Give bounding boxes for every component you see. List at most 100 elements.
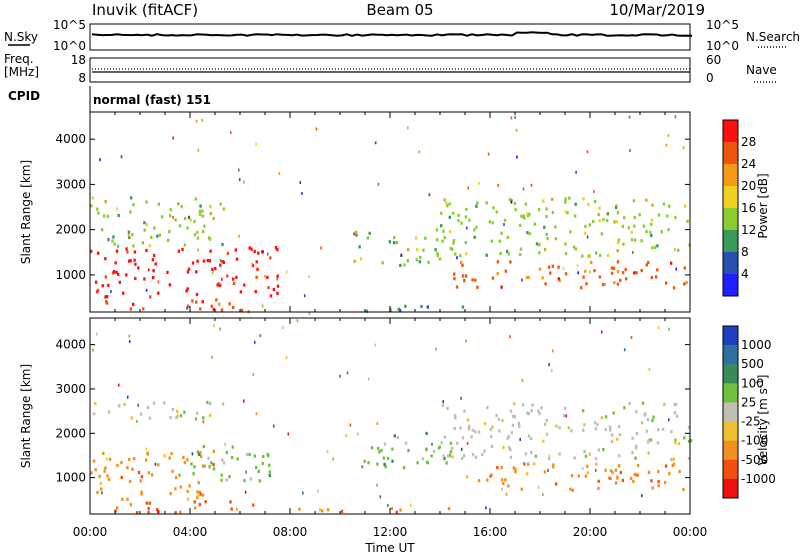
echo-cell (261, 304, 264, 308)
echo-cell (102, 214, 106, 218)
echo-cell (427, 260, 430, 264)
echo-cell (391, 447, 394, 451)
echo-cell (137, 403, 139, 407)
echo-cell (557, 277, 560, 281)
echo-cell (232, 305, 235, 310)
echo-cell (443, 456, 446, 461)
echo-cell (353, 232, 355, 236)
echo-cell (208, 413, 212, 417)
echo-cell (633, 238, 637, 242)
echo-cell (648, 368, 651, 371)
echo-cell (689, 439, 693, 443)
echo-cell (609, 469, 613, 473)
echo-cell (577, 474, 580, 478)
echo-cell (673, 402, 676, 407)
echo-cell (208, 237, 212, 241)
echo-cell (617, 238, 620, 242)
echo-cell (461, 274, 465, 278)
echo-cell (451, 211, 455, 215)
echo-cell (320, 246, 322, 250)
echo-cell (96, 332, 98, 336)
echo-cell (221, 242, 224, 247)
echo-cell (651, 203, 654, 207)
echo-cell (151, 258, 155, 262)
echo-cell (160, 215, 164, 219)
echo-cell (674, 438, 677, 442)
echo-cell (668, 327, 670, 331)
echo-cell (603, 282, 606, 286)
echo-cell (528, 212, 531, 216)
colorbar-tick-label: -25 (741, 415, 761, 429)
echo-cell (407, 126, 409, 130)
echo-cell (235, 275, 238, 279)
colorbar-swatch (723, 230, 738, 253)
echo-cell (565, 414, 568, 418)
echo-cell (647, 451, 650, 455)
echo-cell (276, 291, 279, 295)
echo-cell (618, 464, 621, 468)
colorbar-swatch (723, 364, 738, 384)
echo-cell (253, 340, 256, 344)
echo-cell (593, 190, 595, 194)
echo-cell (450, 446, 454, 450)
echo-cell (367, 461, 370, 465)
echo-cell (504, 478, 507, 482)
echo-cell (616, 211, 620, 215)
echo-cell (552, 465, 555, 469)
echo-cell (393, 236, 396, 240)
echo-cell (687, 425, 691, 429)
echo-cell (117, 383, 120, 387)
echo-cell (473, 235, 476, 239)
echo-cell (157, 510, 160, 514)
echo-cell (569, 230, 572, 234)
echo-cell (376, 446, 380, 451)
colorbar-swatch (723, 142, 738, 165)
echo-cell (500, 285, 503, 289)
echo-cell (609, 476, 612, 480)
echo-cell (530, 451, 533, 455)
echo-cell (538, 243, 541, 247)
echo-cell (675, 267, 677, 271)
echo-cell (566, 211, 569, 215)
y-tick-label: 2000 (55, 426, 86, 440)
echo-cell (521, 379, 524, 382)
echo-cell (209, 212, 212, 216)
echo-cell (143, 221, 146, 225)
x-tick-label: 12:00 (373, 525, 408, 539)
echo-cell (652, 415, 655, 419)
echo-cell (434, 248, 437, 252)
echo-cell (198, 212, 202, 217)
echo-cell (543, 225, 546, 229)
echo-cell (106, 474, 109, 478)
echo-cell (636, 464, 640, 468)
echo-cell (377, 182, 380, 186)
echo-cell (191, 299, 194, 303)
echo-cell (563, 414, 566, 418)
echo-cell (635, 410, 638, 414)
echo-cell (195, 300, 198, 304)
echo-cell (572, 245, 576, 249)
colorbar-tick-label: -1000 (741, 472, 776, 486)
echo-cell (677, 442, 681, 446)
echo-cell (202, 416, 205, 420)
echo-cell (657, 326, 660, 330)
echo-cell (168, 214, 172, 218)
echo-cell (442, 400, 444, 404)
echo-cell (588, 452, 591, 456)
echo-cell (252, 503, 255, 507)
echo-cell (453, 272, 456, 276)
echo-cell (146, 405, 150, 410)
echo-cell (92, 412, 96, 416)
echo-cell (451, 455, 454, 459)
echo-cell (116, 244, 120, 248)
echo-cell (663, 480, 667, 485)
nsearch-right-label: N.Search (746, 30, 800, 44)
echo-cell (496, 272, 499, 276)
echo-cell (632, 251, 634, 254)
echo-cell (157, 463, 160, 467)
echo-cell (257, 251, 260, 255)
echo-cell (155, 508, 159, 512)
echo-cell (195, 292, 199, 297)
echo-cell (202, 259, 206, 263)
echo-cell (514, 470, 517, 474)
